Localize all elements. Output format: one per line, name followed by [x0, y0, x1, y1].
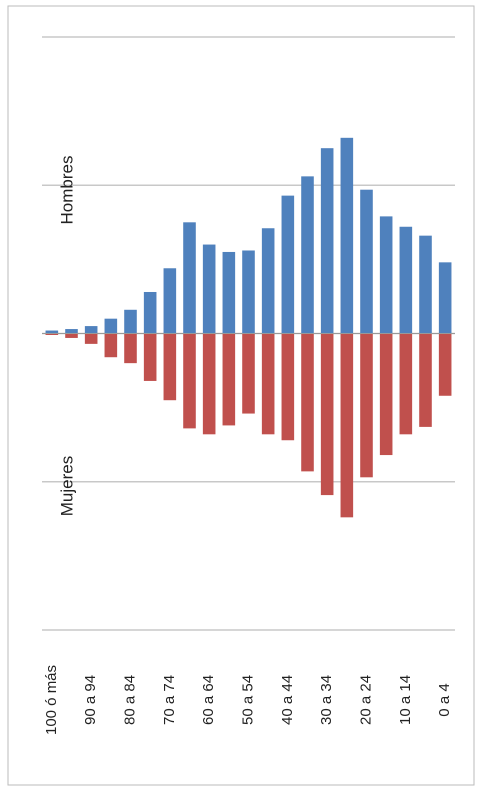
- bar: [104, 333, 118, 358]
- bar: [399, 333, 413, 435]
- bar: [104, 318, 118, 334]
- bar: [242, 250, 255, 334]
- bar: [242, 333, 255, 414]
- series-label: Hombres: [57, 156, 76, 225]
- x-tick-label: 100 ó más: [43, 665, 60, 735]
- x-tick-label: 80 a 84: [121, 675, 138, 725]
- bar: [84, 326, 98, 334]
- series-label: Mujeres: [57, 456, 76, 516]
- bar: [202, 333, 216, 435]
- bar: [222, 333, 236, 426]
- x-tick-label: 60 a 64: [200, 675, 217, 725]
- bar: [143, 333, 157, 381]
- bar: [261, 228, 275, 334]
- bar: [65, 329, 78, 334]
- bar: [438, 262, 452, 334]
- x-tick-label: 70 a 74: [161, 675, 178, 725]
- bar: [360, 189, 373, 334]
- x-tick-label: 50 a 54: [239, 675, 256, 725]
- bar: [261, 333, 275, 435]
- bar: [183, 333, 196, 429]
- bar: [281, 195, 295, 334]
- bar: [419, 333, 432, 427]
- bar: [301, 176, 314, 334]
- bar: [143, 291, 157, 334]
- bar: [183, 222, 196, 334]
- bar: [202, 244, 216, 334]
- bar: [320, 148, 334, 334]
- bar: [124, 309, 137, 334]
- x-tick-label: 10 a 14: [397, 675, 414, 725]
- x-tick-label: 20 a 24: [357, 675, 374, 725]
- bar: [222, 251, 236, 334]
- bar: [399, 226, 413, 334]
- bar: [301, 333, 314, 472]
- bar: [320, 333, 334, 496]
- bar: [65, 333, 78, 338]
- bar: [45, 333, 59, 335]
- bar: [379, 216, 393, 334]
- bar: [360, 333, 373, 478]
- x-tick-label: 30 a 34: [318, 675, 335, 725]
- bar: [45, 330, 59, 334]
- x-tick-label: 90 a 94: [82, 675, 99, 725]
- x-tick-label: 40 a 44: [279, 675, 296, 725]
- frame: [7, 5, 475, 786]
- bar: [438, 333, 452, 396]
- bar: [419, 235, 432, 334]
- bar: [340, 333, 354, 518]
- bar: [281, 333, 295, 441]
- bar: [340, 137, 354, 334]
- bar: [163, 333, 177, 401]
- x-tick-label: 0 a 4: [436, 683, 453, 716]
- bar: [163, 268, 177, 334]
- bar: [124, 333, 137, 364]
- bar: [379, 333, 393, 456]
- bar: [84, 333, 98, 344]
